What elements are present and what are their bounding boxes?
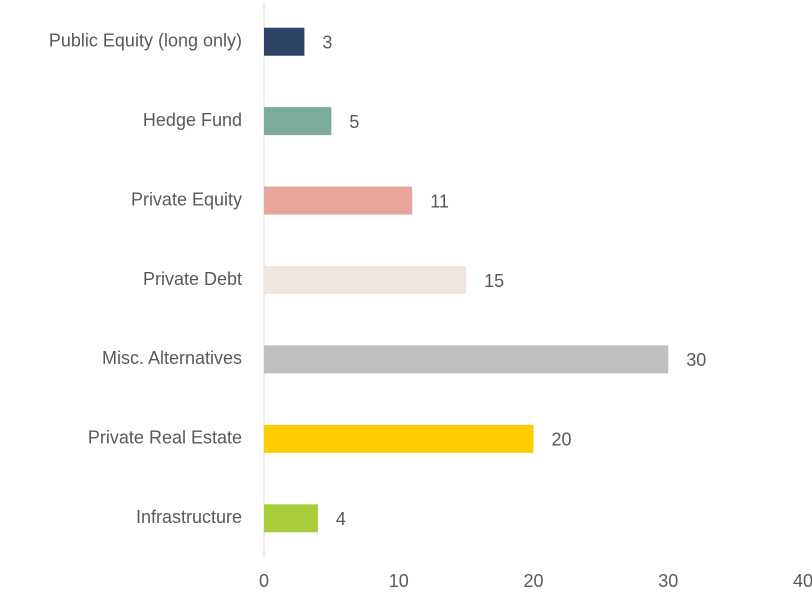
bar <box>264 504 318 533</box>
data-label: 3 <box>322 32 332 52</box>
bar <box>264 186 413 215</box>
data-label: 20 <box>552 430 572 450</box>
bar <box>264 345 669 374</box>
data-label: 15 <box>484 271 504 291</box>
bar <box>264 424 534 453</box>
x-tick-label: 10 <box>389 571 409 591</box>
y-tick-label: Public Equity (long only) <box>49 30 242 50</box>
x-tick-label: 30 <box>658 571 678 591</box>
y-tick-label: Private Real Estate <box>88 428 242 448</box>
x-tick-label: 40 <box>793 571 812 591</box>
bar <box>264 107 332 136</box>
x-tick-label: 0 <box>259 571 269 591</box>
y-tick-label: Hedge Fund <box>143 110 242 130</box>
y-tick-label: Private Equity <box>131 189 242 209</box>
y-tick-label: Private Debt <box>143 269 242 289</box>
data-label: 5 <box>349 112 359 132</box>
bar <box>264 266 467 294</box>
bar <box>264 27 305 56</box>
data-label: 11 <box>430 191 449 211</box>
y-tick-label: Infrastructure <box>136 507 242 527</box>
x-tick-label: 20 <box>523 571 543 591</box>
data-label: 30 <box>686 350 706 370</box>
y-tick-label: Misc. Alternatives <box>102 348 242 368</box>
data-label: 4 <box>336 509 346 529</box>
